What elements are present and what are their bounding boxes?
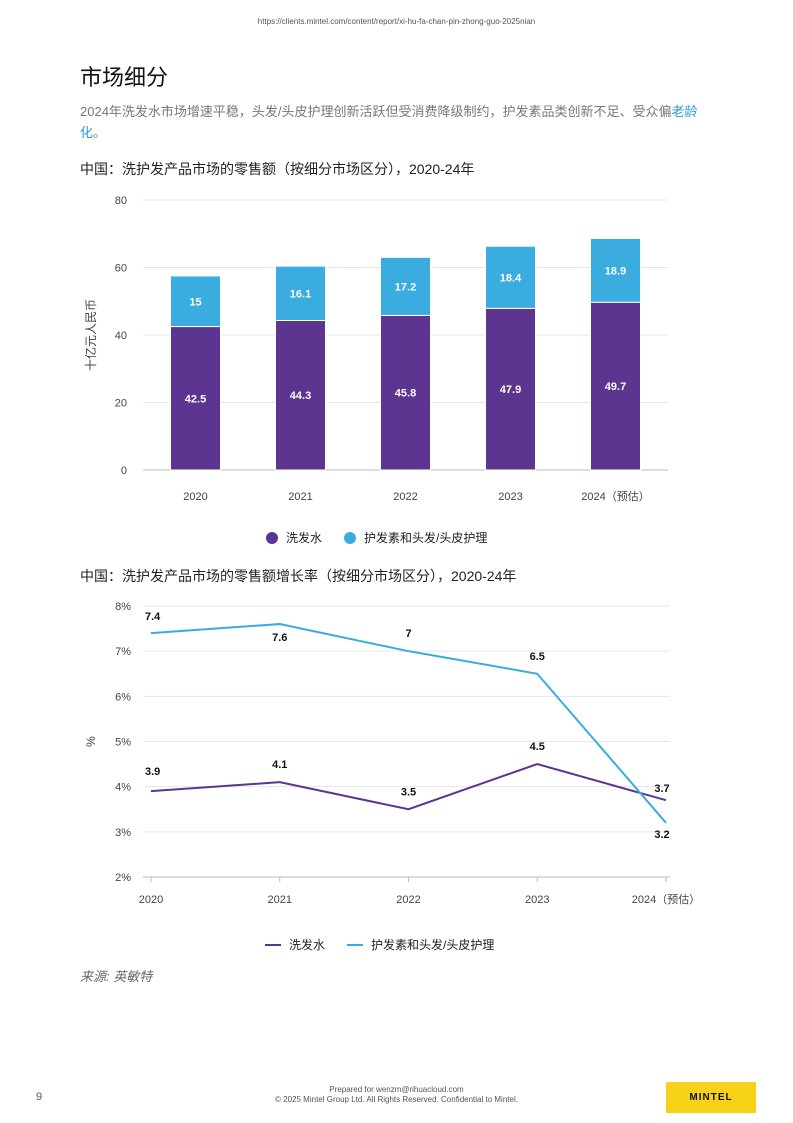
data-label: 3.5 [401, 786, 416, 798]
data-label: 42.5 [185, 393, 206, 405]
subtitle-end: 。 [93, 125, 107, 140]
data-label: 4.5 [530, 741, 545, 753]
subtitle-text: 2024年洗发水市场增速平稳，头发/头皮护理创新活跃但受消费降级制约，护发素品类… [80, 104, 672, 119]
chart1-ylabel: 十亿元人民币 [83, 299, 98, 371]
legend2-label-shampoo: 洗发水 [289, 938, 326, 952]
footer-copyright: © 2025 Mintel Group Ltd. All Rights Rese… [275, 1095, 518, 1104]
bar-segment [170, 275, 221, 328]
bar-segment [485, 307, 536, 471]
legend2-swatch-conditioner [347, 943, 364, 946]
chart2-ylabel: % [84, 736, 98, 747]
y-tick-label: 20 [115, 398, 127, 410]
y-tick-label: 6% [115, 691, 131, 703]
page-title: 市场细分 [80, 65, 169, 90]
data-label: 6.5 [530, 651, 545, 663]
x-tick-label: 2022 [396, 894, 420, 906]
chart1-legend: 洗发水 护发素和头发/头皮护理 [266, 529, 509, 546]
x-tick-label: 2021 [268, 894, 292, 906]
bar-segment [380, 256, 431, 316]
y-tick-label: 7% [115, 646, 131, 658]
bar-segment [380, 314, 431, 471]
legend-swatch-conditioner [344, 531, 357, 544]
footer-prepared: Prepared for wenzm@rihuacloud.com [329, 1085, 464, 1094]
data-label: 3.9 [145, 766, 160, 778]
legend2-swatch-shampoo [265, 943, 281, 946]
y-tick-label: 2% [115, 872, 131, 884]
data-label: 3.2 [654, 829, 669, 841]
data-label: 18.9 [605, 265, 626, 277]
x-tick-label: 2023 [525, 894, 549, 906]
page-subtitle: 2024年洗发水市场增速平稳，头发/头皮护理创新活跃但受消费降级制约，护发素品类… [80, 101, 720, 143]
data-label: 16.1 [290, 288, 311, 300]
x-tick-label: 2020 [183, 491, 207, 503]
chart2-line: 2% 3% 4% 5% 6% 7% 8% 2020 2021 2022 2023 2024（预估） 3… [84, 601, 700, 906]
data-label: 17.2 [395, 281, 416, 293]
legend-label-shampoo: 洗发水 [286, 531, 323, 545]
x-tick-label: 2023 [498, 491, 522, 503]
chart2-title: 中国：洗护发产品市场的零售额增长率（按细分市场区分），2020-24年 [80, 568, 517, 584]
x-tick-label: 2021 [288, 491, 312, 503]
data-label: 47.9 [500, 384, 521, 396]
y-tick-label: 4% [115, 782, 131, 794]
legend-swatch-shampoo [266, 531, 278, 544]
x-tick-label: 2024（预估） [581, 490, 649, 503]
y-tick-label: 8% [115, 601, 131, 613]
data-label: 7.6 [272, 632, 287, 644]
bar-segment [590, 237, 641, 303]
series-line [150, 763, 667, 811]
y-tick-label: 5% [115, 737, 131, 749]
y-tick-label: 0 [121, 465, 127, 477]
chart2-legend: 洗发水 护发素和头发/头皮护理 [265, 936, 516, 953]
y-tick-label: 80 [115, 195, 127, 207]
x-tick-label: 2024（预估） [632, 893, 700, 906]
data-label: 4.1 [272, 759, 287, 771]
data-label: 44.3 [290, 390, 311, 402]
mintel-logo: MINTEL [666, 1082, 756, 1113]
legend2-label-conditioner: 护发素和头发/头皮护理 [371, 938, 495, 952]
source-note: 来源: 英敏特 [80, 969, 153, 984]
data-label: 45.8 [395, 388, 416, 400]
bar-segment [275, 319, 326, 471]
data-label: 7.4 [145, 611, 161, 623]
bar-segment [275, 265, 326, 321]
page-number: 9 [36, 1091, 43, 1103]
report-url[interactable]: https://clients.mintel.com/content/repor… [257, 17, 536, 26]
y-tick-label: 3% [115, 827, 131, 839]
bar-segment [170, 326, 221, 471]
legend2-item-conditioner: 护发素和头发/头皮护理 [347, 936, 494, 953]
chart1-title: 中国：洗护发产品市场的零售额（按细分市场区分），2020-24年 [80, 161, 475, 177]
legend2-item-shampoo: 洗发水 [265, 936, 325, 953]
data-label: 7 [405, 628, 411, 640]
data-label: 49.7 [605, 381, 626, 393]
data-label: 15 [189, 296, 201, 308]
bar-segment [485, 245, 536, 309]
footer-text: Prepared for wenzm@rihuacloud.com © 2025… [0, 1085, 793, 1105]
data-label: 3.7 [654, 783, 669, 795]
y-tick-label: 40 [115, 330, 127, 342]
x-tick-label: 2020 [139, 894, 163, 906]
data-label: 18.4 [500, 272, 522, 284]
y-tick-label: 60 [115, 263, 127, 275]
subtitle-link[interactable]: 老龄化 [80, 104, 698, 140]
legend-label-conditioner: 护发素和头发/头皮护理 [364, 531, 488, 545]
x-tick-label: 2022 [393, 491, 417, 503]
series-line [150, 623, 667, 824]
legend-item-shampoo: 洗发水 [266, 529, 322, 546]
chart1-stacked-bar: 0 20 40 60 80 42.5 15 2020 44.3 16.1 2021 45.8 17.2… [83, 195, 668, 503]
legend-item-conditioner: 护发素和头发/头皮护理 [344, 529, 487, 546]
